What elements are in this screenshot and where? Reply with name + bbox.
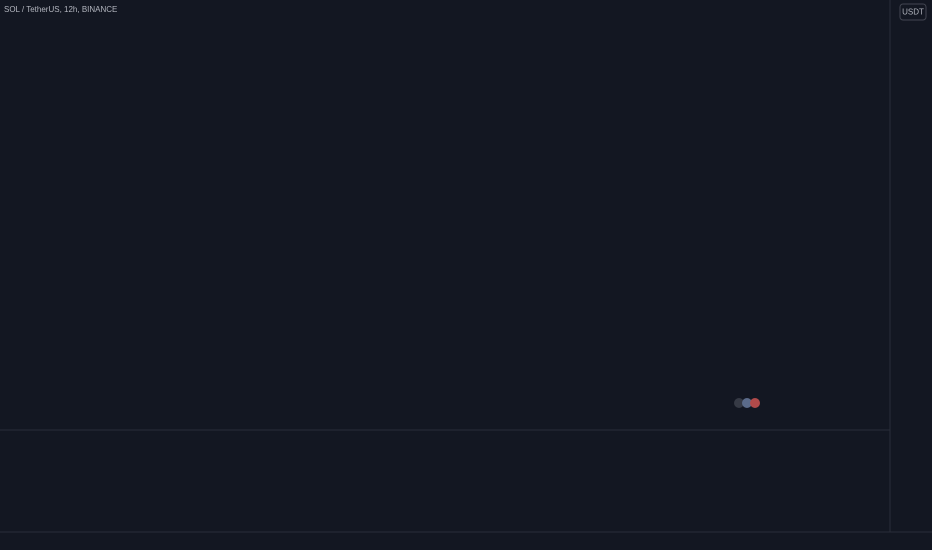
icon[interactable] <box>734 398 744 408</box>
price-axis <box>890 0 932 550</box>
icon[interactable] <box>750 398 760 408</box>
currency: USDT <box>902 8 924 17</box>
currency-button[interactable] <box>899 3 927 21</box>
icon[interactable] <box>742 398 752 408</box>
event-icons <box>734 398 760 408</box>
chart-title: SOL / TetherUS, 12h, BINANCE <box>4 5 117 14</box>
